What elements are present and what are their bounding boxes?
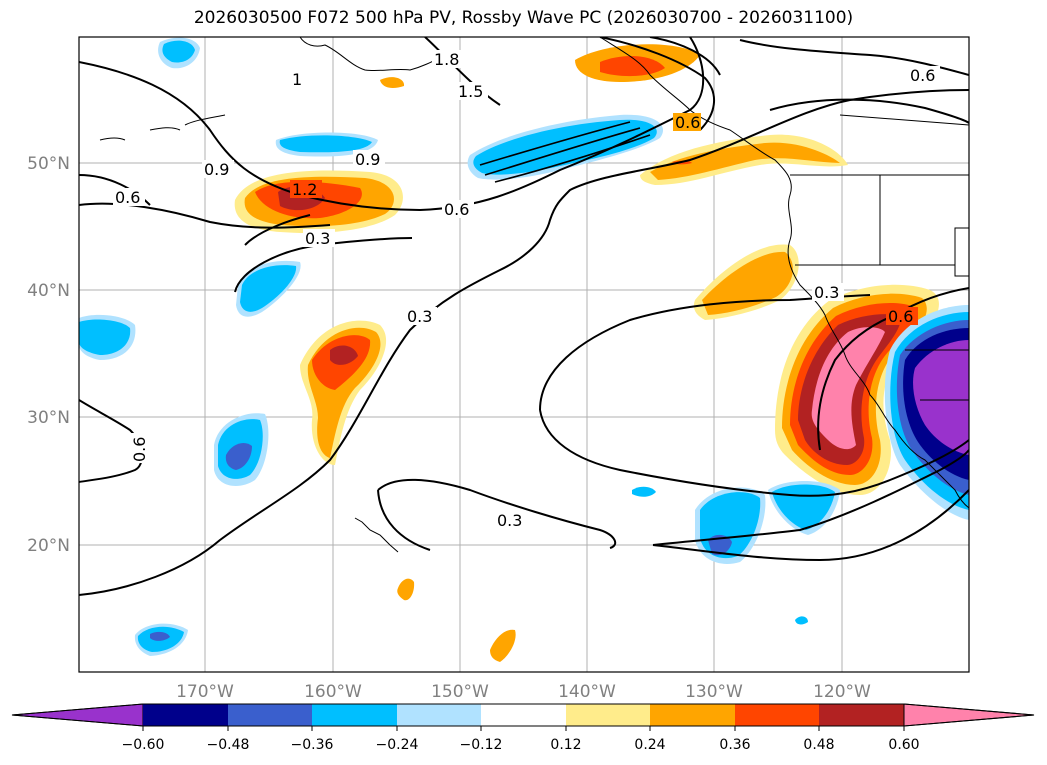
colorbar-extend-min [11,703,144,727]
colorbar-tick-label: −0.12 [460,737,503,753]
longitude-labels: 170°W 160°W 150°W 140°W 130°W 120°W [176,682,871,702]
colorbar-tick-label: 0.24 [634,737,665,753]
contour-labels: 1.8 1 1.5 0.6 0.9 0.9 1.2 0.6 0.6 0.3 0.… [113,50,940,530]
colorbar-tick-label: −0.24 [376,737,419,753]
colorbar-extend-max [903,703,1035,727]
lon-label-170w: 170°W [176,682,234,702]
colorbar-tick-label: 0.12 [550,737,581,753]
colorbar-tick-label: 0.48 [803,737,834,753]
contour-label: 0.6 [910,66,935,85]
contour-label: 1.8 [434,50,459,69]
lon-label-160w: 160°W [304,682,362,702]
colorbar-segment [735,704,819,726]
contour-label: 0.6 [115,188,140,207]
contour-label: 0.6 [444,200,469,219]
latitude-labels: 50°N 40°N 30°N 20°N [27,154,70,556]
lat-label-50n: 50°N [27,154,70,174]
contour-label: 0.6 [675,113,700,132]
pv-contours [79,37,969,596]
pv-contours-streak [479,121,651,183]
colorbar-tick-label: 0.60 [888,737,919,753]
map-title: 2026030500 F072 500 hPa PV, Rossby Wave … [193,8,854,28]
lon-label-140w: 140°W [558,682,616,702]
colorbar-tick-label: −0.36 [291,737,334,753]
colorbar: −0.60 −0.48 −0.36 −0.24 −0.12 0.12 0.24 … [11,703,1035,753]
lon-label-120w: 120°W [813,682,871,702]
colorbar-segment [312,704,397,726]
colorbar-segment [397,704,481,726]
negative-anomaly-shading [79,37,969,656]
colorbar-tick-label: 0.36 [719,737,750,753]
colorbar-segment [650,704,735,726]
contour-label: 0.6 [888,307,913,326]
colorbar-tick-label: −0.60 [122,737,165,753]
contour-label: 0.9 [355,150,380,169]
lat-label-40n: 40°N [27,281,70,301]
map-frame [78,36,970,673]
colorbar-segment [819,704,904,726]
colorbar-segment [481,704,566,726]
contour-label: 1 [292,70,302,89]
lon-label-150w: 150°W [431,682,489,702]
colorbar-tick-label: −0.48 [207,737,250,753]
lat-label-20n: 20°N [27,536,70,556]
colorbar-segment [566,704,650,726]
contour-label: 1.2 [292,180,317,199]
lon-label-130w: 130°W [685,682,743,702]
lat-label-30n: 30°N [27,408,70,428]
contour-label: 0.3 [407,307,432,326]
contour-label: 1.5 [458,82,483,101]
contour-label: 0.9 [204,160,229,179]
contour-label: 0.6 [130,437,149,462]
contour-label: 0.3 [814,283,839,302]
contour-label: 0.3 [497,511,522,530]
colorbar-segment [228,704,312,726]
colorbar-segment [143,704,228,726]
contour-label: 0.3 [305,229,330,248]
